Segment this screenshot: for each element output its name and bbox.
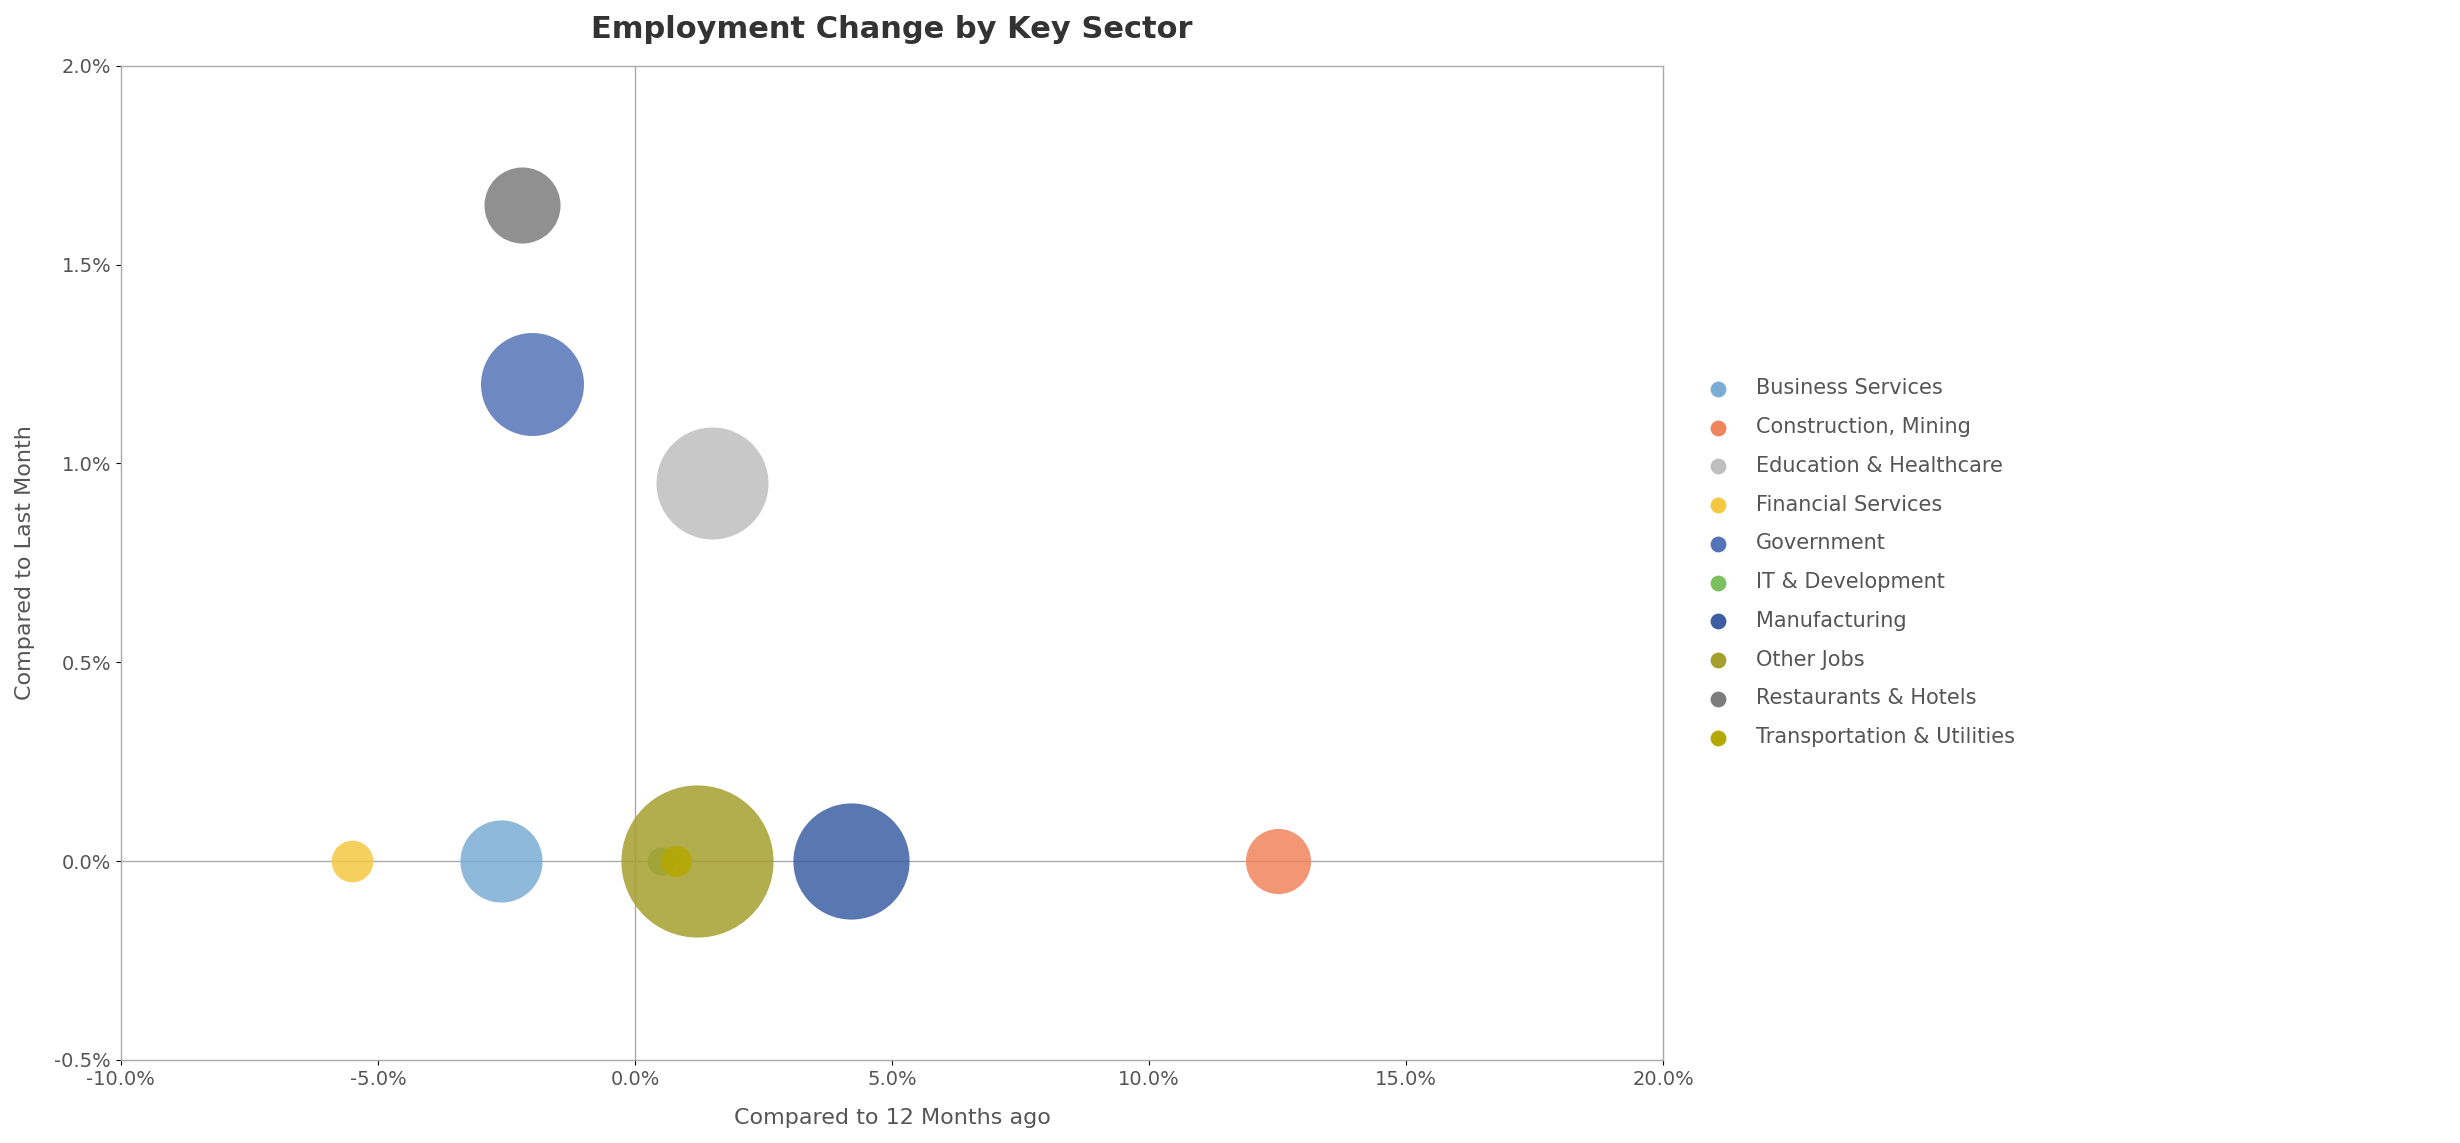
Title: Employment Change by Key Sector: Employment Change by Key Sector <box>590 15 1193 43</box>
Point <box>676 852 716 870</box>
Legend: Business Services, Construction, Mining, Education & Healthcare, Financial Servi: Business Services, Construction, Mining,… <box>1690 370 2022 756</box>
Point <box>482 852 522 870</box>
Y-axis label: Compared to Last Month: Compared to Last Month <box>15 425 34 701</box>
Point <box>512 375 551 393</box>
Point <box>332 852 371 870</box>
Point <box>831 852 871 870</box>
Point <box>1257 852 1296 870</box>
Point <box>694 474 733 493</box>
X-axis label: Compared to 12 Months ago: Compared to 12 Months ago <box>733 1108 1050 1128</box>
Point <box>657 852 696 870</box>
Point <box>642 852 681 870</box>
Point <box>502 195 541 214</box>
